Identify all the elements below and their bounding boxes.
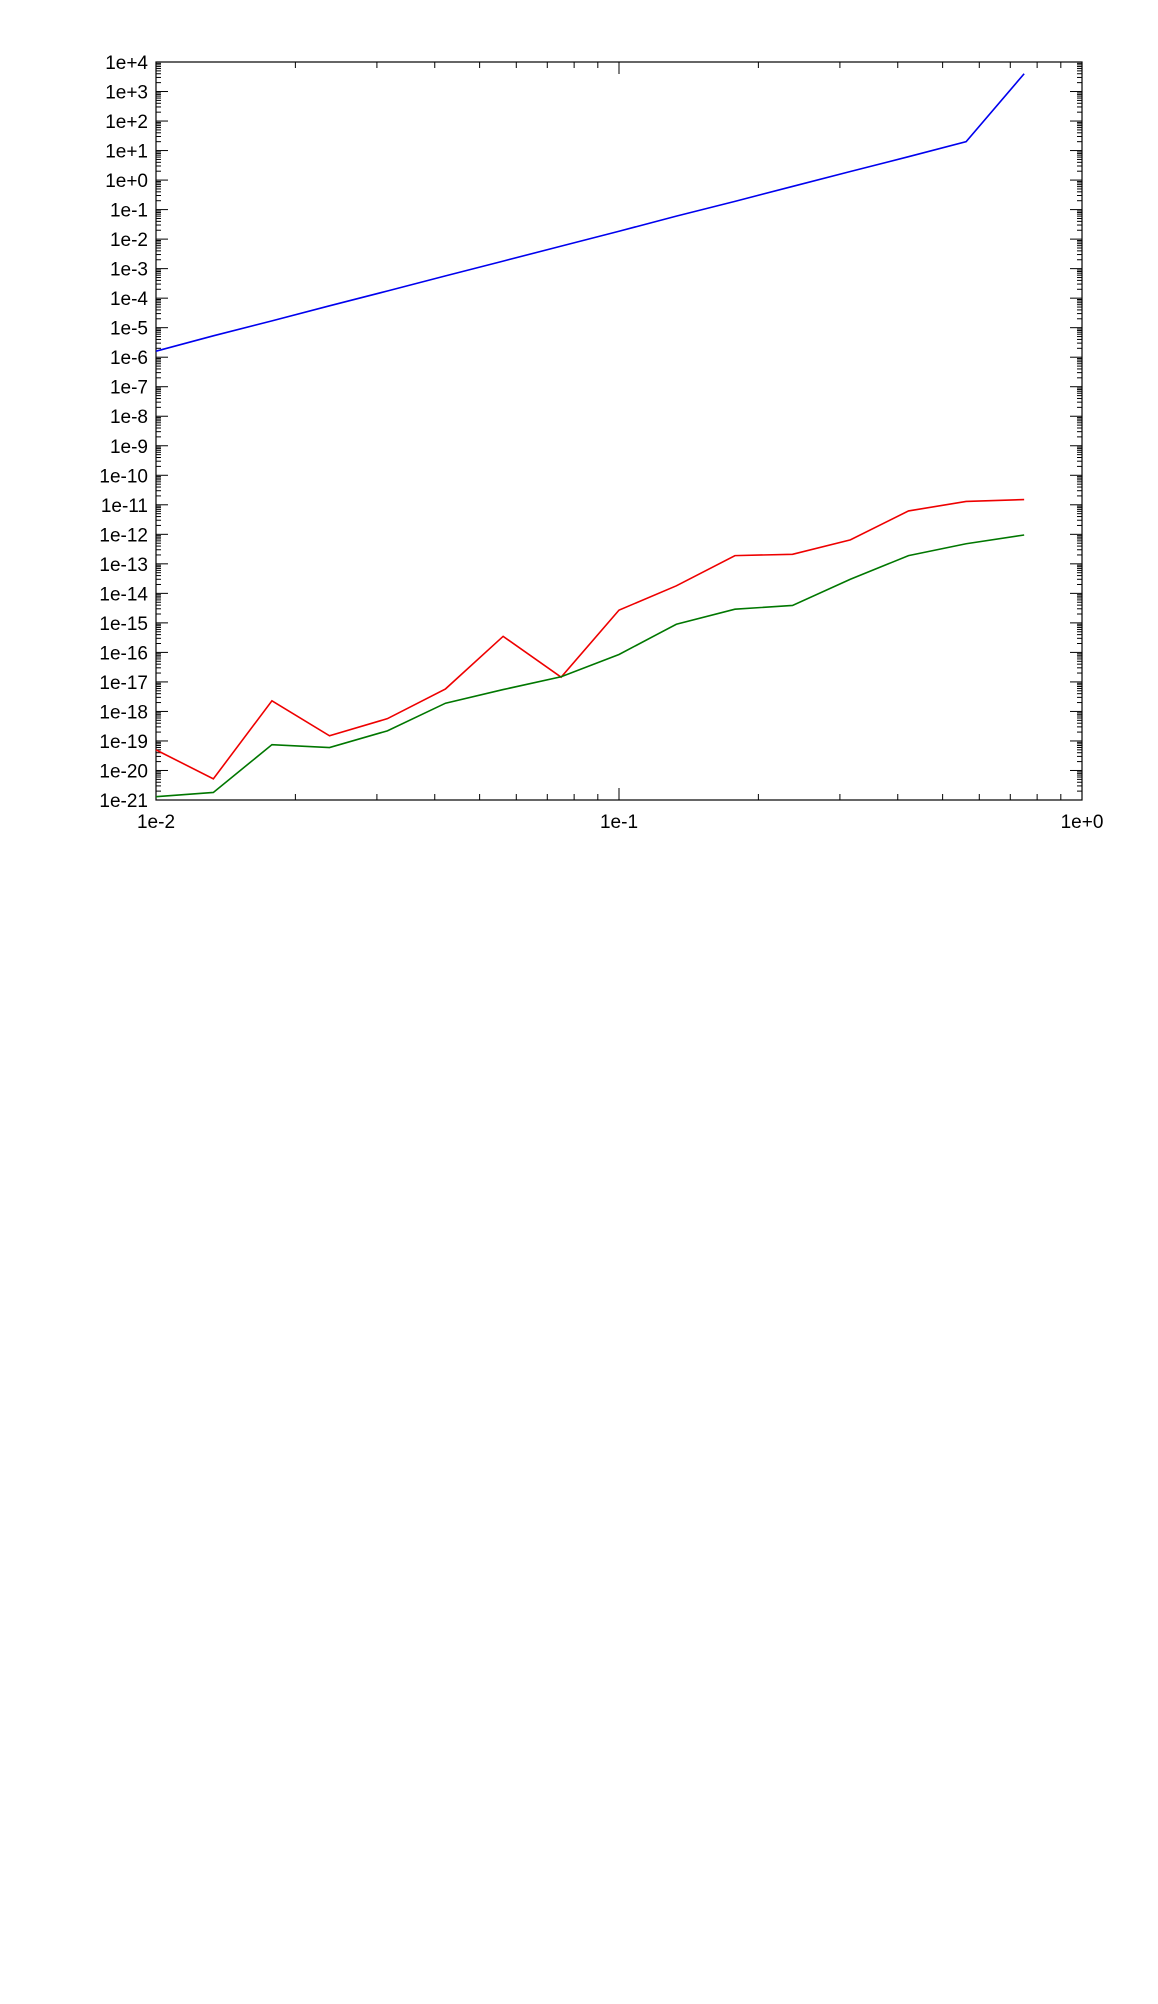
x-tick-label: 1e-1 <box>600 812 638 833</box>
y-tick-label: 1e+4 <box>105 53 148 74</box>
y-axis-ticks <box>156 61 1082 801</box>
series-line-blue <box>155 73 1025 352</box>
y-tick-label: 1e-4 <box>110 289 148 310</box>
y-tick-label: 1e-16 <box>99 643 148 664</box>
y-tick-label: 1e-9 <box>110 437 148 458</box>
y-tick-label: 1e-10 <box>99 466 148 487</box>
y-tick-label: 1e-17 <box>99 673 148 694</box>
y-tick-label: 1e-6 <box>110 348 148 369</box>
y-axis-tick-labels: 1e+4 1e+3 1e+2 1e+1 1e+0 1e-1 1e-2 1e-3 1e-4 1e-5… <box>99 53 148 812</box>
y-tick-label: 1e-18 <box>99 702 148 723</box>
x-tick-label: 1e-2 <box>137 812 175 833</box>
y-tick-label: 1e-13 <box>99 555 148 576</box>
x-tick-label: 1e+0 <box>1061 812 1104 833</box>
y-tick-label: 1e+3 <box>105 83 148 104</box>
y-tick-label: 1e-20 <box>99 761 148 782</box>
y-tick-label: 1e+2 <box>105 112 148 133</box>
y-tick-label: 1e-5 <box>110 319 148 340</box>
y-tick-label: 1e-3 <box>110 260 148 281</box>
series-line-red <box>155 498 1025 780</box>
x-axis-ticks <box>155 62 1083 800</box>
y-tick-label: 1e-19 <box>99 732 148 753</box>
y-tick-label: 1e-14 <box>99 584 148 605</box>
y-tick-label: 1e-8 <box>110 407 148 428</box>
y-tick-label: 1e-11 <box>101 496 148 517</box>
y-tick-label: 1e+0 <box>105 171 148 192</box>
series-lines <box>155 73 1025 798</box>
y-tick-label: 1e-2 <box>110 230 148 251</box>
y-tick-label: 1e-15 <box>99 614 148 635</box>
y-tick-label: 1e+1 <box>105 142 148 163</box>
y-tick-label: 1e-7 <box>110 378 148 399</box>
series-line-green <box>155 534 1025 798</box>
x-axis-tick-labels: 1e-2 1e-1 1e+0 <box>137 812 1103 833</box>
y-tick-label: 1e-1 <box>110 201 148 222</box>
y-tick-label: 1e-21 <box>99 791 148 812</box>
y-tick-label: 1e-12 <box>99 525 148 546</box>
plot-border <box>155 61 1083 801</box>
plot-frame <box>155 61 1083 801</box>
